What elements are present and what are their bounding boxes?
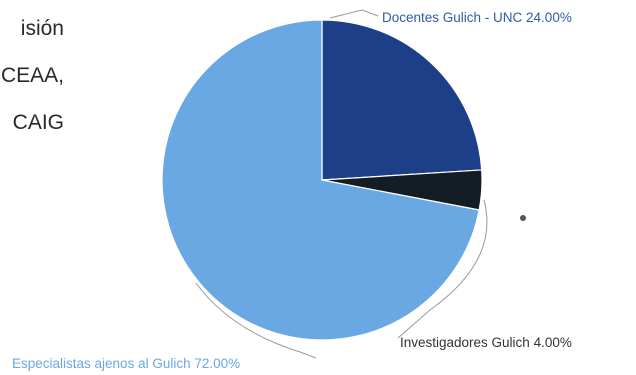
side-text-line: CEAA, (0, 64, 64, 87)
side-paragraph: isión CEAA, CAIG (0, 0, 110, 160)
pie-slices (161, 19, 483, 341)
label-especialistas: Especialistas ajenos al Gulich 72.00% (12, 356, 240, 371)
leader-investigadores (397, 199, 488, 339)
label-investigadores: Investigadores Gulich 4.00% (400, 335, 572, 350)
leader-especialistas (195, 282, 317, 359)
leader-docentes (329, 9, 379, 19)
label-leaders (195, 9, 488, 359)
decorative-dot (520, 215, 526, 221)
label-docentes: Docentes Gulich - UNC 24.00% (382, 10, 572, 25)
slice-labels: Docentes Gulich - UNC 24.00% Investigador… (12, 10, 572, 371)
slice-docentes[interactable] (321, 19, 483, 181)
slice-especialistas[interactable] (161, 19, 480, 341)
side-text-line: CAIG (12, 111, 64, 134)
side-text-line: isión (20, 17, 64, 40)
